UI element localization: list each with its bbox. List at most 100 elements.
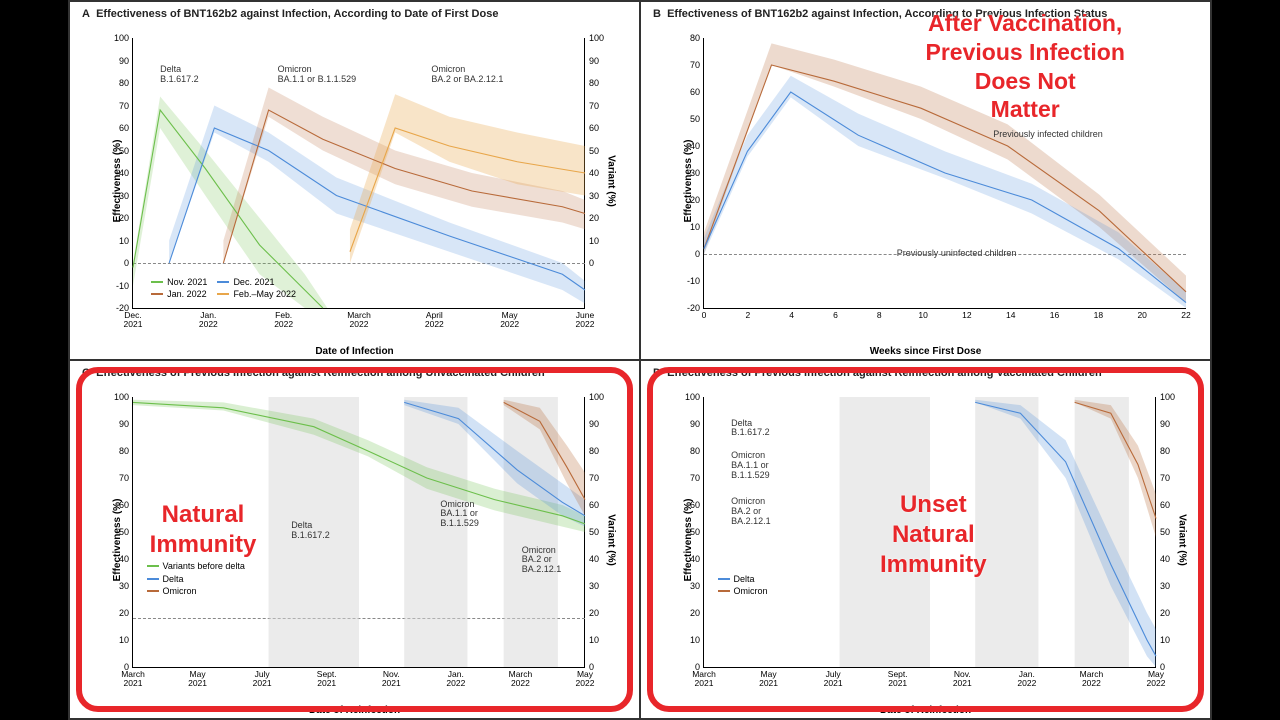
- y-tick: 80: [119, 78, 133, 88]
- y-tick: 70: [119, 473, 133, 483]
- y2-tick: 80: [1156, 446, 1170, 456]
- x-tick: March2021: [121, 667, 145, 689]
- x-axis-label: Date of Reinfection: [641, 705, 1210, 716]
- y-tick: 100: [685, 392, 704, 402]
- x-tick: May2021: [759, 667, 778, 689]
- inline-label: Previously infected children: [993, 130, 1103, 140]
- figure-frame: A Effectiveness of BNT162b2 against Infe…: [68, 0, 1212, 720]
- x-tick: Feb.2022: [274, 308, 293, 330]
- x-tick: 22: [1181, 308, 1190, 320]
- legend: Variants before deltaDeltaOmicron: [147, 560, 245, 596]
- y2-tick: 80: [585, 446, 599, 456]
- x-tick: Nov.2021: [382, 667, 401, 689]
- x-tick: Sept.2021: [317, 667, 337, 689]
- y2-tick: 50: [585, 146, 599, 156]
- y-tick: -10: [116, 281, 133, 291]
- x-tick: Dec.2021: [124, 308, 143, 330]
- legend-label: Feb.–May 2022: [233, 288, 296, 300]
- y2-tick: 70: [585, 101, 599, 111]
- y2-tick: 60: [585, 500, 599, 510]
- y-tick: 10: [690, 635, 704, 645]
- x-tick: 18: [1094, 308, 1103, 320]
- y-tick: 30: [690, 581, 704, 591]
- y2-tick: 40: [585, 554, 599, 564]
- x-tick: May2022: [500, 308, 519, 330]
- legend-label: Omicron: [734, 585, 768, 597]
- plot-area: -20-100010102020303040405050606070708080…: [132, 38, 585, 309]
- y-tick: 80: [119, 446, 133, 456]
- x-tick: 12: [962, 308, 971, 320]
- y-tick: 20: [119, 608, 133, 618]
- y-tick: 90: [690, 419, 704, 429]
- panel-title: A Effectiveness of BNT162b2 against Infe…: [78, 8, 631, 22]
- x-axis-label: Date of Reinfection: [70, 705, 639, 716]
- y-tick: 70: [119, 101, 133, 111]
- legend-label: Nov. 2021: [167, 276, 207, 288]
- y-axis-label: Effectiveness (%): [112, 498, 123, 581]
- variant-label: OmicronBA.1.1 orB.1.1.529: [731, 451, 770, 481]
- panel-b: B Effectiveness of BNT162b2 against Infe…: [640, 1, 1211, 360]
- y2-tick: 100: [1156, 392, 1175, 402]
- x-tick: May2022: [576, 667, 595, 689]
- x-tick: 8: [877, 308, 882, 320]
- legend-label: Dec. 2021: [233, 276, 274, 288]
- annotation-text: UnsetNaturalImmunity: [880, 490, 987, 580]
- x-tick: 10: [918, 308, 927, 320]
- y-axis-label: Effectiveness (%): [683, 498, 694, 581]
- y2-tick: 30: [585, 191, 599, 201]
- y-tick: 60: [690, 87, 704, 97]
- inline-label: Previously uninfected children: [897, 249, 1017, 259]
- panel-a: A Effectiveness of BNT162b2 against Infe…: [69, 1, 640, 360]
- y-tick: 70: [690, 60, 704, 70]
- variant-label: OmicronBA.2 orBA.2.12.1: [731, 497, 771, 527]
- y2-tick: 10: [1156, 635, 1170, 645]
- x-tick: March2021: [692, 667, 716, 689]
- variant-label: DeltaB.1.617.2: [731, 419, 770, 439]
- y-tick: 0: [695, 249, 704, 259]
- y-tick: 100: [114, 392, 133, 402]
- y-tick: 90: [119, 56, 133, 66]
- annotation-text: After Vaccination,Previous InfectionDoes…: [926, 9, 1125, 124]
- y2-tick: 60: [585, 123, 599, 133]
- y-tick: 0: [124, 258, 133, 268]
- y-tick: 100: [114, 33, 133, 43]
- y2-tick: 70: [1156, 473, 1170, 483]
- y2-tick: 90: [585, 56, 599, 66]
- x-tick: Jan.2022: [446, 667, 465, 689]
- legend-label: Delta: [163, 573, 184, 585]
- panel-c: C Effectiveness of Previous Infection ag…: [69, 360, 640, 719]
- x-axis-label: Date of Infection: [70, 346, 639, 357]
- y-tick: -10: [687, 276, 704, 286]
- y2-axis-label: Variant (%): [1177, 514, 1188, 566]
- y2-tick: 60: [1156, 500, 1170, 510]
- y2-tick: 10: [585, 236, 599, 246]
- panel-title: C Effectiveness of Previous Infection ag…: [78, 367, 631, 381]
- y2-axis-label: Variant (%): [606, 514, 617, 566]
- y-tick: 70: [690, 473, 704, 483]
- y2-tick: 20: [585, 213, 599, 223]
- y2-tick: 80: [585, 78, 599, 88]
- y-tick: 80: [690, 446, 704, 456]
- legend-label: Delta: [734, 573, 755, 585]
- y2-tick: 10: [585, 635, 599, 645]
- annotation-text: NaturalImmunity: [150, 500, 257, 560]
- x-tick: Jan.2022: [199, 308, 218, 330]
- x-tick: 14: [1006, 308, 1015, 320]
- x-tick: June2022: [576, 308, 595, 330]
- x-tick: March2022: [509, 667, 533, 689]
- y-tick: 50: [690, 114, 704, 124]
- y2-tick: 90: [585, 419, 599, 429]
- panel-title: D Effectiveness of Previous Infection ag…: [649, 367, 1202, 381]
- y2-tick: 30: [585, 581, 599, 591]
- y-tick: 20: [690, 608, 704, 618]
- x-tick: March2022: [1080, 667, 1104, 689]
- y-tick: 30: [119, 581, 133, 591]
- variant-label: OmicronBA.1.1 orB.1.1.529: [440, 500, 479, 530]
- legend-label: Omicron: [163, 585, 197, 597]
- x-tick: 4: [789, 308, 794, 320]
- y2-tick: 50: [585, 527, 599, 537]
- y2-tick: 40: [1156, 554, 1170, 564]
- y2-tick: 20: [1156, 608, 1170, 618]
- variant-label: OmicronBA.1.1 or B.1.1.529: [278, 65, 357, 85]
- variant-label: DeltaB.1.617.2: [160, 65, 199, 85]
